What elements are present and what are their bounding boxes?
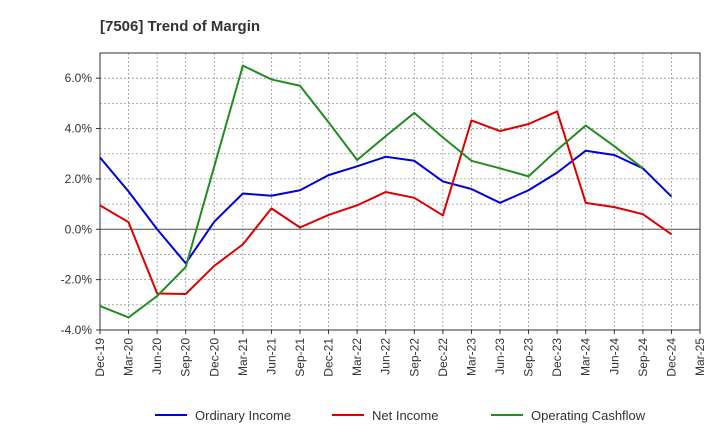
plot-frame xyxy=(99,52,701,331)
legend: Ordinary Income Net Income Operating Cashf… xyxy=(155,408,646,423)
x-tick-label: Sep-20 xyxy=(179,338,193,377)
x-tick-label: Mar-24 xyxy=(579,338,593,376)
series-layer xyxy=(99,64,673,319)
x-tick-label: Sep-23 xyxy=(522,338,536,377)
x-tick-label: Dec-20 xyxy=(207,338,221,377)
y-tick-label: -2.0% xyxy=(61,273,93,287)
x-tick-label: Jun-22 xyxy=(379,338,393,375)
x-tick-label: Sep-24 xyxy=(636,338,650,377)
x-tick-label: Mar-22 xyxy=(350,338,364,376)
x-tick-label: Dec-21 xyxy=(322,338,336,377)
x-tick-label: Jun-20 xyxy=(150,338,164,375)
y-tick-label: -4.0% xyxy=(61,323,93,337)
x-tick-label: Dec-24 xyxy=(664,338,678,377)
axis-layer: -4.0% -2.0% 0.0% 2.0% 4.0% 6.0% Dec-19 Mar-20 Ju… xyxy=(61,52,707,377)
x-tick-label: Sep-21 xyxy=(293,338,307,377)
x-tick-label: Mar-20 xyxy=(122,338,136,376)
x-tick-label: Dec-22 xyxy=(436,338,450,377)
x-tick-label: Jun-23 xyxy=(493,338,507,375)
x-tick-label: Jun-24 xyxy=(607,338,621,375)
series-line-net-income xyxy=(99,110,673,295)
x-tick-label: Sep-22 xyxy=(407,338,421,377)
x-tick-label: Mar-21 xyxy=(236,338,250,376)
x-tick-label: Jun-21 xyxy=(264,338,278,375)
legend-label: Net Income xyxy=(372,408,438,423)
y-tick-label: 2.0% xyxy=(65,172,93,186)
y-tick-label: 4.0% xyxy=(65,122,93,136)
series-line-operating-cashflow xyxy=(99,64,644,319)
x-tick-label: Dec-23 xyxy=(550,338,564,377)
y-tick-label: 0.0% xyxy=(65,222,93,236)
legend-label: Ordinary Income xyxy=(195,408,291,423)
legend-label: Operating Cashflow xyxy=(531,408,646,423)
y-tick-label: 6.0% xyxy=(65,71,93,85)
x-tick-label: Mar-23 xyxy=(464,338,478,376)
x-tick-label: Mar-25 xyxy=(693,338,707,376)
series-line-ordinary-income xyxy=(99,149,673,265)
x-tick-label: Dec-19 xyxy=(93,338,107,377)
chart-title: [7506] Trend of Margin xyxy=(100,18,260,35)
